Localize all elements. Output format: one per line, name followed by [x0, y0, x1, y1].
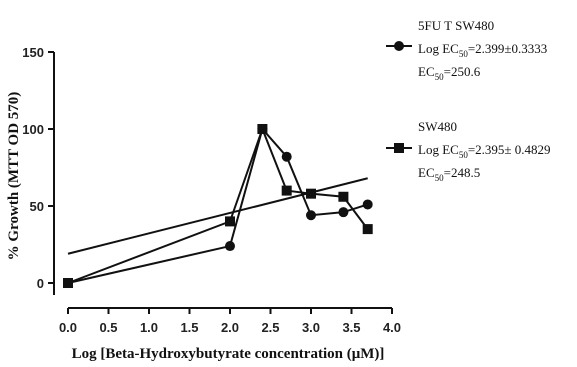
legend-entry-text: SW480 [418, 119, 457, 134]
data-point [338, 207, 349, 218]
data-point [281, 185, 292, 196]
y-tick-label: 100 [22, 122, 44, 137]
data-point [257, 124, 268, 134]
data-point [338, 191, 349, 202]
x-tick-label: 2.5 [261, 320, 279, 335]
x-tick-label: 3.5 [342, 320, 360, 335]
fit-line [67, 177, 368, 255]
data-point [63, 278, 73, 288]
x-tick-label: 0.0 [59, 320, 77, 335]
legend-entry-text: Log EC50=2.395± 0.4829 [418, 142, 551, 160]
x-axis-label: Log [Beta-Hydroxybutyrate concentration … [72, 346, 385, 362]
series-line [67, 126, 369, 284]
data-point [306, 210, 316, 221]
axes: 0 50 100 150 0.0 0.5 1.0 1.5 2.0 2.5 3.0 3.5 4.0 [22, 45, 401, 335]
x-tick-label: 2.0 [221, 320, 239, 335]
data-point [306, 188, 316, 199]
series-line [67, 126, 369, 284]
data-point [225, 241, 235, 252]
plot-area [63, 124, 373, 288]
y-tick-label: 50 [30, 199, 44, 214]
data-point [362, 199, 373, 210]
legend-marker [394, 143, 404, 153]
x-tick-label: 1.0 [140, 320, 158, 335]
data-point [281, 151, 292, 162]
x-tick-label: 3.0 [302, 320, 320, 335]
data-point [225, 216, 235, 227]
legend: 5FU T SW480 Log EC50=2.399±0.3333 EC50=250… [386, 18, 551, 183]
y-axis-label: % Growth (MTT OD 570) [6, 92, 22, 261]
x-tick-label: 1.5 [180, 320, 198, 335]
legend-entry-text: EC50=248.5 [418, 165, 480, 183]
data-point [362, 224, 373, 235]
y-tick-label: 150 [22, 45, 44, 60]
y-tick-label: 0 [37, 276, 44, 291]
x-tick-label: 4.0 [383, 320, 401, 335]
legend-entry-text: Log EC50=2.399±0.3333 [418, 41, 547, 59]
x-tick-label: 0.5 [99, 320, 117, 335]
legend-marker [394, 41, 404, 51]
legend-entry-text: EC50=250.6 [418, 64, 481, 82]
legend-entry-text: 5FU T SW480 [418, 18, 494, 33]
